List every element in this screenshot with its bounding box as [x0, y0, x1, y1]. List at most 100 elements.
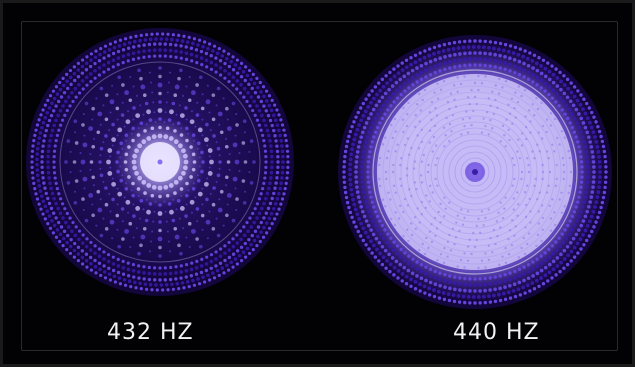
spoke-dot — [216, 86, 221, 91]
border-dot — [218, 261, 223, 265]
field-dot — [422, 153, 425, 157]
border-dot — [259, 230, 263, 234]
border-dot — [562, 74, 566, 78]
border-dot — [497, 47, 501, 52]
spoke-dot — [224, 144, 229, 149]
spoke-dot — [69, 171, 72, 174]
field-dot — [415, 187, 418, 191]
spoke-dot — [196, 178, 201, 183]
spoke-dot — [106, 159, 111, 165]
border-dot — [577, 145, 581, 149]
field-dot — [472, 231, 475, 235]
border-dot — [245, 99, 249, 104]
spoke-dot — [73, 200, 78, 205]
border-dot — [597, 154, 601, 159]
spoke-dot — [232, 142, 238, 148]
border-dot — [97, 261, 102, 265]
spoke-dot — [82, 176, 88, 182]
border-dot — [111, 51, 116, 56]
spoke-dot — [121, 174, 124, 177]
border-dot — [199, 49, 204, 54]
border-dot — [361, 185, 365, 190]
border-dot — [88, 248, 93, 252]
spoke-dot — [234, 159, 240, 165]
spoke-dot — [185, 85, 188, 88]
border-dot — [263, 171, 268, 175]
spoke-dot — [119, 165, 122, 168]
field-dot — [556, 136, 559, 140]
spoke-dot — [128, 221, 133, 226]
border-dot — [147, 54, 151, 59]
border-dot — [40, 170, 45, 175]
field-dot — [561, 156, 565, 160]
border-dot — [235, 71, 240, 75]
border-dot — [45, 209, 50, 214]
border-dot — [145, 287, 149, 291]
border-dot — [47, 176, 51, 180]
field-dot — [448, 233, 451, 237]
border-dot — [55, 228, 60, 232]
border-dot — [131, 51, 136, 55]
border-dot — [517, 274, 522, 278]
border-dot — [592, 115, 596, 119]
border-dot — [369, 239, 373, 244]
border-dot — [591, 185, 595, 189]
border-dot — [376, 228, 380, 232]
border-dot — [388, 269, 392, 274]
border-dot — [380, 262, 385, 267]
cymatics-pattern-440hz — [338, 35, 612, 309]
field-dot — [551, 198, 554, 201]
border-dot — [547, 92, 551, 97]
border-dot — [562, 248, 567, 253]
border-dot — [447, 280, 452, 285]
field-dot — [390, 217, 393, 221]
border-dot — [603, 180, 608, 184]
border-dot — [428, 280, 433, 285]
border-dot — [355, 185, 359, 189]
border-dot — [158, 272, 162, 276]
border-dot — [208, 42, 212, 46]
border-dot — [40, 149, 45, 154]
spoke-dot — [139, 104, 142, 107]
border-dot — [255, 104, 259, 108]
border-dot — [351, 142, 355, 147]
border-dot — [137, 50, 141, 54]
border-dot — [574, 107, 579, 112]
spoke-dot — [165, 126, 170, 131]
spoke-dot — [219, 189, 224, 194]
spoke-dot — [187, 189, 190, 192]
field-dot — [466, 245, 470, 248]
border-dot — [396, 64, 400, 68]
border-dot — [93, 61, 97, 66]
border-dot — [247, 251, 252, 256]
border-dot — [443, 285, 447, 289]
border-dot — [442, 42, 447, 47]
spoke-dot — [121, 237, 125, 241]
spoke-dot — [215, 180, 218, 183]
border-dot — [550, 244, 555, 248]
border-dot — [387, 252, 391, 257]
border-dot — [378, 121, 382, 125]
spoke-dot — [207, 148, 213, 153]
border-dot — [197, 38, 202, 42]
border-dot — [433, 70, 437, 75]
spoke-dot — [154, 200, 157, 203]
border-dot — [77, 229, 82, 233]
spoke-dot — [82, 208, 85, 211]
spoke-dot — [173, 226, 178, 231]
spoke-dot — [179, 187, 184, 191]
border-dot — [555, 256, 560, 260]
border-dot — [283, 133, 287, 137]
border-dot — [492, 46, 496, 51]
field-dot — [484, 75, 487, 78]
spoke-dot — [144, 218, 149, 223]
border-dot — [54, 85, 59, 89]
border-dot — [206, 273, 210, 278]
border-dot — [488, 282, 493, 286]
border-dot — [68, 216, 72, 220]
border-dot — [565, 262, 570, 267]
field-dot — [396, 143, 399, 146]
border-dot — [231, 237, 235, 241]
border-dot — [94, 271, 98, 275]
border-dot — [243, 241, 247, 246]
